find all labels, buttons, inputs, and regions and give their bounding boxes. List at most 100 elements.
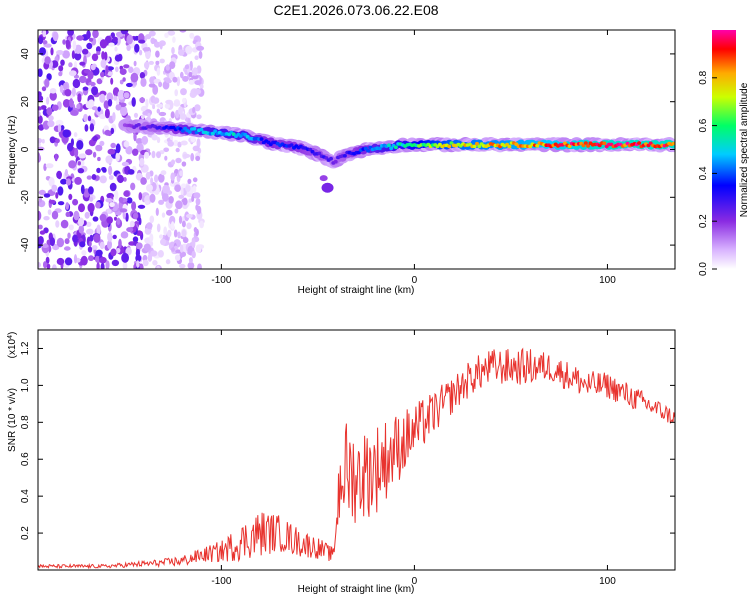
spectrogram-noise-cell xyxy=(199,84,204,89)
snr-frame xyxy=(38,330,675,570)
spectrogram-noise-cell xyxy=(43,193,51,198)
spectrogram-noise-cell xyxy=(100,71,105,78)
spectrogram-noise-cell xyxy=(56,170,62,179)
spectrogram-noise-cell xyxy=(46,96,50,105)
spectrogram-noise-cell xyxy=(91,86,99,96)
spectrogram-noise-cell xyxy=(192,67,198,76)
spectrogram-y-tick-label: 40 xyxy=(20,48,31,60)
spectrogram-noise-cell xyxy=(100,59,107,68)
spectrogram-noise-cell xyxy=(65,211,71,217)
spectrogram-noise-cell xyxy=(91,106,98,111)
spectrogram-noise-cell xyxy=(139,157,145,167)
spectrogram-noise-cell xyxy=(180,186,184,197)
spectrogram-noise-cell xyxy=(51,184,58,192)
spectrogram-noise-cell xyxy=(144,200,150,206)
spectrogram-noise-cell xyxy=(68,70,77,77)
spectrogram-noise-cell xyxy=(138,192,143,201)
spectrogram-noise-cell xyxy=(115,152,120,162)
spectrogram-ridge-cell xyxy=(597,143,602,148)
spectrogram-noise-cell xyxy=(119,102,127,108)
spectrogram-noise-cell xyxy=(106,208,112,214)
spectrogram-noise-cell xyxy=(88,37,94,42)
spectrogram-noise-cell xyxy=(115,143,121,154)
spectrogram-noise-cell xyxy=(177,141,182,148)
spectrogram-noise-cell xyxy=(117,174,124,184)
spectrogram-noise-cell xyxy=(44,78,50,88)
spectrogram-noise-cell xyxy=(55,220,60,228)
spectrogram-noise-cell xyxy=(138,217,142,226)
spectrogram-noise-cell xyxy=(131,201,137,211)
spectrogram-noise-cell xyxy=(95,144,103,152)
spectrogram-noise-cell xyxy=(188,79,195,85)
spectrogram-noise-cell xyxy=(195,198,201,206)
spectrogram-noise-cell xyxy=(118,196,124,203)
spectrogram-noise-cell xyxy=(156,108,160,114)
spectrogram-noise-cell xyxy=(129,220,135,228)
spectrogram-noise-cell xyxy=(158,111,167,117)
spectrogram-noise-cell xyxy=(139,72,146,79)
spectrogram-noise-cell xyxy=(145,34,152,40)
spectrogram-noise-cell xyxy=(142,111,149,116)
spectrogram-noise-cell xyxy=(190,153,195,162)
spectrogram-noise-cell xyxy=(96,262,100,269)
spectrogram-noise-cell xyxy=(132,212,139,220)
spectrogram-noise-cell xyxy=(191,250,196,259)
spectrogram-noise-cell xyxy=(88,84,92,92)
spectrogram-noise-cell xyxy=(38,36,44,45)
spectrogram-noise-cell xyxy=(181,220,186,228)
spectrogram-noise-cell xyxy=(144,61,150,69)
spectrogram-noise-cell xyxy=(125,212,129,222)
spectrogram-y-tick-label: -40 xyxy=(20,237,31,252)
spectrogram-noise-cell xyxy=(133,60,137,67)
spectrogram-noise-cell xyxy=(57,201,65,206)
spectrogram-ridge-cell xyxy=(586,144,591,148)
spectrogram-noise-cell xyxy=(87,115,92,122)
spectrogram-noise-cell xyxy=(107,239,112,250)
snr-series-line xyxy=(38,347,675,570)
spectrogram-noise-cell xyxy=(77,161,82,166)
spectrogram-y-tick-label: -20 xyxy=(20,190,31,205)
spectrogram-noise-cell xyxy=(141,135,149,145)
spectrogram-noise-cell xyxy=(178,106,183,115)
spectrogram-noise-cell xyxy=(146,184,153,192)
spectrogram-noise-cell xyxy=(78,225,85,234)
snr-x-tick-label: 0 xyxy=(412,576,418,587)
spectrogram-noise-cell xyxy=(137,204,146,209)
spectrogram-noise-cell xyxy=(56,237,65,248)
spectrogram-noise-cell xyxy=(71,87,76,97)
spectrogram-noise-cell xyxy=(170,159,176,165)
spectrogram-x-tick-label: 0 xyxy=(412,275,418,286)
spectrogram-noise-cell xyxy=(67,142,74,152)
spectrogram-noise-cell xyxy=(188,71,193,78)
spectrogram-noise-cell xyxy=(123,64,130,69)
spectrogram-noise-cell xyxy=(117,89,126,100)
spectrogram-noise-cell xyxy=(41,86,47,92)
spectrogram-x-ticks: -100 0 100 xyxy=(211,30,616,286)
spectrogram-noise-cell xyxy=(192,185,197,193)
spectrogram-x-tick-label: 100 xyxy=(599,275,616,286)
spectrogram-noise-cell xyxy=(108,175,114,180)
spectrogram-noise-cell xyxy=(74,147,79,158)
spectrogram-noise-cell xyxy=(155,50,160,58)
spectrogram-noise-cell xyxy=(50,47,54,56)
spectrogram-noise-cell xyxy=(173,229,178,238)
snr-y-tick-label: 0.6 xyxy=(20,452,31,466)
spectrogram-noise-cell xyxy=(182,75,189,82)
spectrogram-noise-cell xyxy=(101,51,105,60)
spectrogram-ridge-cell xyxy=(393,145,398,150)
colorbar-gradient xyxy=(712,30,736,269)
spectrogram-ridge-cell xyxy=(449,141,454,145)
spectrogram-noise-cell xyxy=(127,169,135,175)
snr-xlabel: Height of straight line (km) xyxy=(298,584,415,595)
spectrogram-noise-cell xyxy=(178,49,185,56)
spectrogram-noise-cell xyxy=(46,107,53,116)
spectrogram-ridge-cell xyxy=(472,144,477,149)
spectrogram-noise-cell xyxy=(167,229,172,238)
spectrogram-noise-cell xyxy=(99,39,108,49)
spectrogram-y-tick-label: 20 xyxy=(20,96,31,108)
spectrogram-noise-cell xyxy=(178,215,183,224)
spectrogram-noise-cell xyxy=(157,250,164,258)
spectrogram-noise-cell xyxy=(55,119,64,126)
spectrogram-noise-cell xyxy=(105,155,113,164)
